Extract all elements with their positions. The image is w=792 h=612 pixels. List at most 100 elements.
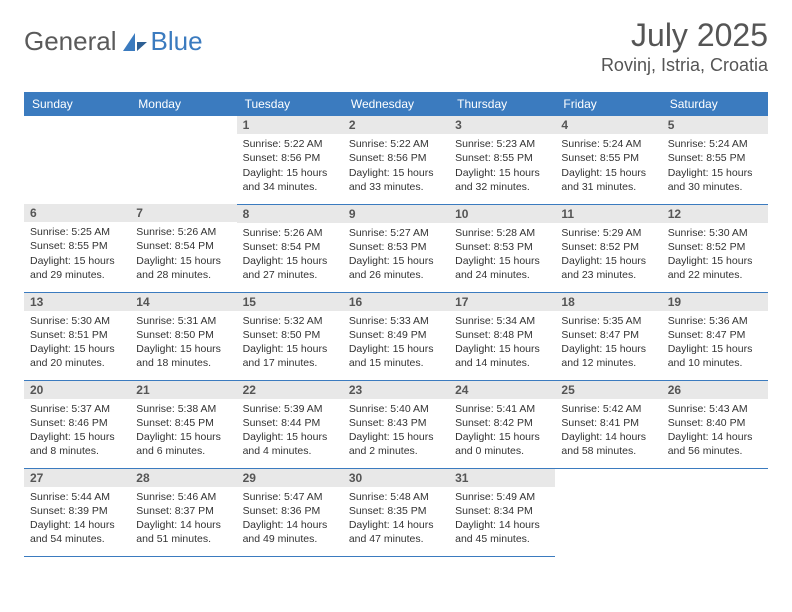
calendar-body: 1Sunrise: 5:22 AMSunset: 8:56 PMDaylight… xyxy=(24,116,768,556)
calendar-day-cell: 28Sunrise: 5:46 AMSunset: 8:37 PMDayligh… xyxy=(130,468,236,556)
weekday-header: Tuesday xyxy=(237,92,343,116)
calendar-day-cell: 7Sunrise: 5:26 AMSunset: 8:54 PMDaylight… xyxy=(130,204,236,292)
day-details: Sunrise: 5:22 AMSunset: 8:56 PMDaylight:… xyxy=(343,134,449,198)
calendar-week-row: 13Sunrise: 5:30 AMSunset: 8:51 PMDayligh… xyxy=(24,292,768,380)
calendar-day-cell: 11Sunrise: 5:29 AMSunset: 8:52 PMDayligh… xyxy=(555,204,661,292)
day-details: Sunrise: 5:25 AMSunset: 8:55 PMDaylight:… xyxy=(24,222,130,286)
weekday-header-row: SundayMondayTuesdayWednesdayThursdayFrid… xyxy=(24,92,768,116)
day-number: 29 xyxy=(237,469,343,487)
calendar-day-cell: 18Sunrise: 5:35 AMSunset: 8:47 PMDayligh… xyxy=(555,292,661,380)
calendar-day-cell: 27Sunrise: 5:44 AMSunset: 8:39 PMDayligh… xyxy=(24,468,130,556)
calendar-week-row: 20Sunrise: 5:37 AMSunset: 8:46 PMDayligh… xyxy=(24,380,768,468)
calendar-day-cell: 16Sunrise: 5:33 AMSunset: 8:49 PMDayligh… xyxy=(343,292,449,380)
calendar-day-cell: 31Sunrise: 5:49 AMSunset: 8:34 PMDayligh… xyxy=(449,468,555,556)
weekday-header: Friday xyxy=(555,92,661,116)
day-details: Sunrise: 5:42 AMSunset: 8:41 PMDaylight:… xyxy=(555,399,661,463)
calendar-day-cell: 1Sunrise: 5:22 AMSunset: 8:56 PMDaylight… xyxy=(237,116,343,204)
calendar-day-cell: 30Sunrise: 5:48 AMSunset: 8:35 PMDayligh… xyxy=(343,468,449,556)
day-number: 2 xyxy=(343,116,449,134)
day-details: Sunrise: 5:27 AMSunset: 8:53 PMDaylight:… xyxy=(343,223,449,287)
calendar-day-cell xyxy=(555,468,661,556)
calendar-day-cell: 24Sunrise: 5:41 AMSunset: 8:42 PMDayligh… xyxy=(449,380,555,468)
day-number: 26 xyxy=(662,381,768,399)
day-number: 28 xyxy=(130,469,236,487)
calendar-day-cell: 25Sunrise: 5:42 AMSunset: 8:41 PMDayligh… xyxy=(555,380,661,468)
day-number: 7 xyxy=(130,204,236,222)
day-number: 31 xyxy=(449,469,555,487)
calendar-day-cell: 6Sunrise: 5:25 AMSunset: 8:55 PMDaylight… xyxy=(24,204,130,292)
calendar-day-cell xyxy=(24,116,130,204)
day-number: 25 xyxy=(555,381,661,399)
day-details: Sunrise: 5:44 AMSunset: 8:39 PMDaylight:… xyxy=(24,487,130,551)
day-details: Sunrise: 5:24 AMSunset: 8:55 PMDaylight:… xyxy=(555,134,661,198)
day-number: 17 xyxy=(449,293,555,311)
calendar-day-cell: 23Sunrise: 5:40 AMSunset: 8:43 PMDayligh… xyxy=(343,380,449,468)
day-details: Sunrise: 5:49 AMSunset: 8:34 PMDaylight:… xyxy=(449,487,555,551)
calendar-day-cell: 26Sunrise: 5:43 AMSunset: 8:40 PMDayligh… xyxy=(662,380,768,468)
day-number: 14 xyxy=(130,293,236,311)
day-details: Sunrise: 5:38 AMSunset: 8:45 PMDaylight:… xyxy=(130,399,236,463)
day-details: Sunrise: 5:28 AMSunset: 8:53 PMDaylight:… xyxy=(449,223,555,287)
calendar-day-cell: 10Sunrise: 5:28 AMSunset: 8:53 PMDayligh… xyxy=(449,204,555,292)
day-number: 16 xyxy=(343,293,449,311)
calendar-day-cell: 9Sunrise: 5:27 AMSunset: 8:53 PMDaylight… xyxy=(343,204,449,292)
day-details: Sunrise: 5:29 AMSunset: 8:52 PMDaylight:… xyxy=(555,223,661,287)
calendar-day-cell: 29Sunrise: 5:47 AMSunset: 8:36 PMDayligh… xyxy=(237,468,343,556)
day-details: Sunrise: 5:37 AMSunset: 8:46 PMDaylight:… xyxy=(24,399,130,463)
day-details: Sunrise: 5:40 AMSunset: 8:43 PMDaylight:… xyxy=(343,399,449,463)
weekday-header: Wednesday xyxy=(343,92,449,116)
calendar-day-cell: 4Sunrise: 5:24 AMSunset: 8:55 PMDaylight… xyxy=(555,116,661,204)
day-number: 12 xyxy=(662,205,768,223)
calendar-day-cell: 2Sunrise: 5:22 AMSunset: 8:56 PMDaylight… xyxy=(343,116,449,204)
calendar-week-row: 1Sunrise: 5:22 AMSunset: 8:56 PMDaylight… xyxy=(24,116,768,204)
calendar-day-cell xyxy=(662,468,768,556)
day-number: 23 xyxy=(343,381,449,399)
day-details: Sunrise: 5:30 AMSunset: 8:51 PMDaylight:… xyxy=(24,311,130,375)
day-details: Sunrise: 5:23 AMSunset: 8:55 PMDaylight:… xyxy=(449,134,555,198)
weekday-header: Monday xyxy=(130,92,236,116)
weekday-header: Thursday xyxy=(449,92,555,116)
calendar-week-row: 6Sunrise: 5:25 AMSunset: 8:55 PMDaylight… xyxy=(24,204,768,292)
calendar-day-cell: 22Sunrise: 5:39 AMSunset: 8:44 PMDayligh… xyxy=(237,380,343,468)
day-number: 15 xyxy=(237,293,343,311)
day-number: 9 xyxy=(343,205,449,223)
title-block: July 2025 Rovinj, Istria, Croatia xyxy=(601,18,768,76)
calendar-day-cell: 12Sunrise: 5:30 AMSunset: 8:52 PMDayligh… xyxy=(662,204,768,292)
day-details: Sunrise: 5:48 AMSunset: 8:35 PMDaylight:… xyxy=(343,487,449,551)
day-details: Sunrise: 5:35 AMSunset: 8:47 PMDaylight:… xyxy=(555,311,661,375)
calendar-day-cell: 19Sunrise: 5:36 AMSunset: 8:47 PMDayligh… xyxy=(662,292,768,380)
day-number: 11 xyxy=(555,205,661,223)
day-number: 22 xyxy=(237,381,343,399)
day-number: 27 xyxy=(24,469,130,487)
calendar-table: SundayMondayTuesdayWednesdayThursdayFrid… xyxy=(24,92,768,557)
day-number: 4 xyxy=(555,116,661,134)
calendar-day-cell: 13Sunrise: 5:30 AMSunset: 8:51 PMDayligh… xyxy=(24,292,130,380)
day-number: 19 xyxy=(662,293,768,311)
header: General Blue July 2025 Rovinj, Istria, C… xyxy=(24,18,768,76)
day-details: Sunrise: 5:36 AMSunset: 8:47 PMDaylight:… xyxy=(662,311,768,375)
logo-sail-icon xyxy=(121,31,149,53)
calendar-day-cell: 21Sunrise: 5:38 AMSunset: 8:45 PMDayligh… xyxy=(130,380,236,468)
day-details: Sunrise: 5:32 AMSunset: 8:50 PMDaylight:… xyxy=(237,311,343,375)
day-details: Sunrise: 5:24 AMSunset: 8:55 PMDaylight:… xyxy=(662,134,768,198)
day-number: 5 xyxy=(662,116,768,134)
weekday-header: Saturday xyxy=(662,92,768,116)
page-title: July 2025 xyxy=(601,18,768,53)
day-number: 21 xyxy=(130,381,236,399)
day-number: 30 xyxy=(343,469,449,487)
day-details: Sunrise: 5:46 AMSunset: 8:37 PMDaylight:… xyxy=(130,487,236,551)
day-details: Sunrise: 5:33 AMSunset: 8:49 PMDaylight:… xyxy=(343,311,449,375)
calendar-day-cell: 8Sunrise: 5:26 AMSunset: 8:54 PMDaylight… xyxy=(237,204,343,292)
calendar-day-cell: 3Sunrise: 5:23 AMSunset: 8:55 PMDaylight… xyxy=(449,116,555,204)
calendar-week-row: 27Sunrise: 5:44 AMSunset: 8:39 PMDayligh… xyxy=(24,468,768,556)
day-number: 13 xyxy=(24,293,130,311)
day-details: Sunrise: 5:41 AMSunset: 8:42 PMDaylight:… xyxy=(449,399,555,463)
calendar-day-cell: 14Sunrise: 5:31 AMSunset: 8:50 PMDayligh… xyxy=(130,292,236,380)
day-details: Sunrise: 5:30 AMSunset: 8:52 PMDaylight:… xyxy=(662,223,768,287)
day-details: Sunrise: 5:26 AMSunset: 8:54 PMDaylight:… xyxy=(237,223,343,287)
calendar-day-cell xyxy=(130,116,236,204)
day-details: Sunrise: 5:31 AMSunset: 8:50 PMDaylight:… xyxy=(130,311,236,375)
location-text: Rovinj, Istria, Croatia xyxy=(601,55,768,76)
calendar-day-cell: 20Sunrise: 5:37 AMSunset: 8:46 PMDayligh… xyxy=(24,380,130,468)
day-number: 10 xyxy=(449,205,555,223)
